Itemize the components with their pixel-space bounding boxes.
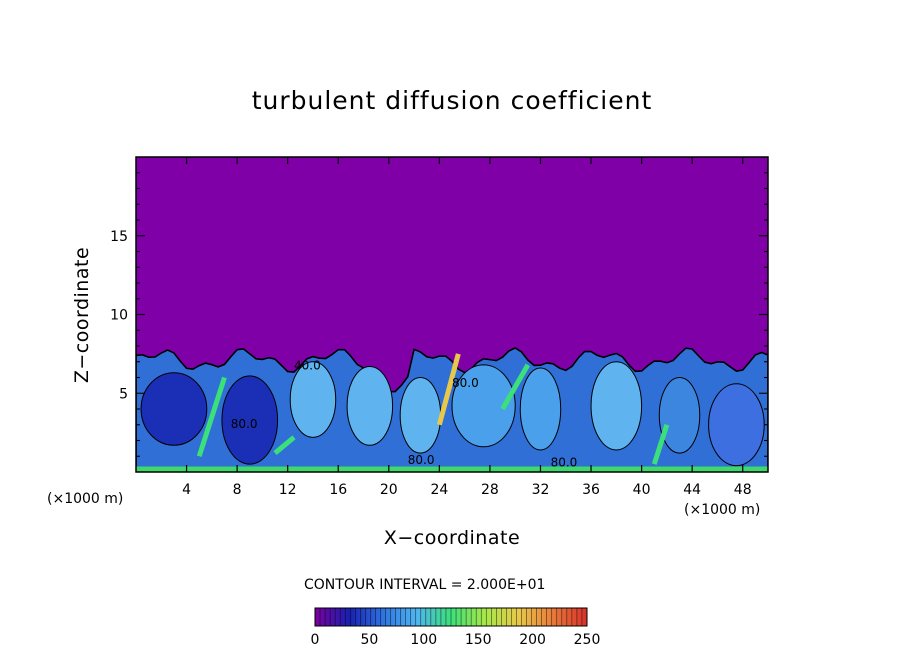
chart-title: turbulent diffusion coefficient	[251, 86, 653, 115]
x-axis-label: X−coordinate	[383, 527, 521, 549]
x-axis-unit: (×1000 m)	[684, 502, 761, 518]
x-tick-label: 16	[329, 482, 347, 498]
x-tick-label: 28	[481, 482, 499, 498]
contour-label: 40.0	[294, 359, 321, 373]
eddy-4	[399, 377, 442, 454]
contour-interval-label: CONTOUR INTERVAL = 2.000E+01	[304, 577, 546, 593]
x-tick-label: 36	[582, 482, 600, 498]
colorbar-tick-label: 150	[465, 632, 492, 648]
eddy-6	[519, 367, 562, 451]
y-axis-unit: (×1000 m)	[47, 491, 124, 507]
colorbar-tick-label: 0	[311, 632, 320, 648]
filament-2	[500, 363, 531, 411]
colorbar-tick-label: 200	[519, 632, 546, 648]
ground-band	[136, 466, 768, 472]
turbulence-field: 40.0 80.0 80.0 80.0 80.0	[136, 347, 768, 472]
contour-label: 80.0	[408, 453, 435, 467]
x-tick-label: 32	[532, 482, 550, 498]
filament-1	[436, 353, 461, 426]
eddy-8	[658, 377, 701, 454]
x-tick-label: 44	[683, 482, 701, 498]
eddy-3	[346, 365, 394, 446]
contour-label: 80.0	[551, 455, 578, 469]
contour-label: 80.0	[231, 417, 258, 431]
eddy-5	[451, 364, 516, 448]
x-tick-label: 48	[734, 482, 752, 498]
x-tick-label: 8	[233, 482, 242, 498]
eddy-2	[289, 361, 337, 438]
y-tick-label: 5	[119, 386, 128, 402]
filament-3	[273, 435, 296, 456]
y-tick-label: 10	[110, 308, 128, 324]
eddy-0	[140, 372, 208, 446]
colorbar-tick-label: 100	[410, 632, 437, 648]
x-tick-label: 40	[633, 482, 651, 498]
eddy-9	[708, 383, 765, 467]
x-tick-label: 12	[279, 482, 297, 498]
x-tick-label: 24	[430, 482, 448, 498]
eddy-7	[590, 361, 643, 451]
filament-0	[196, 376, 227, 458]
eddy-1	[221, 375, 279, 465]
y-tick-label: 15	[110, 229, 128, 245]
x-tick-label: 20	[380, 482, 398, 498]
contour-label: 80.0	[452, 376, 479, 390]
colorbar: 0 50 100 150 200 250	[311, 607, 601, 648]
colorbar-tick-label: 250	[574, 632, 601, 648]
filament-4	[651, 423, 670, 465]
colorbar-tick-label: 50	[360, 632, 378, 648]
x-tick-label: 4	[182, 482, 191, 498]
